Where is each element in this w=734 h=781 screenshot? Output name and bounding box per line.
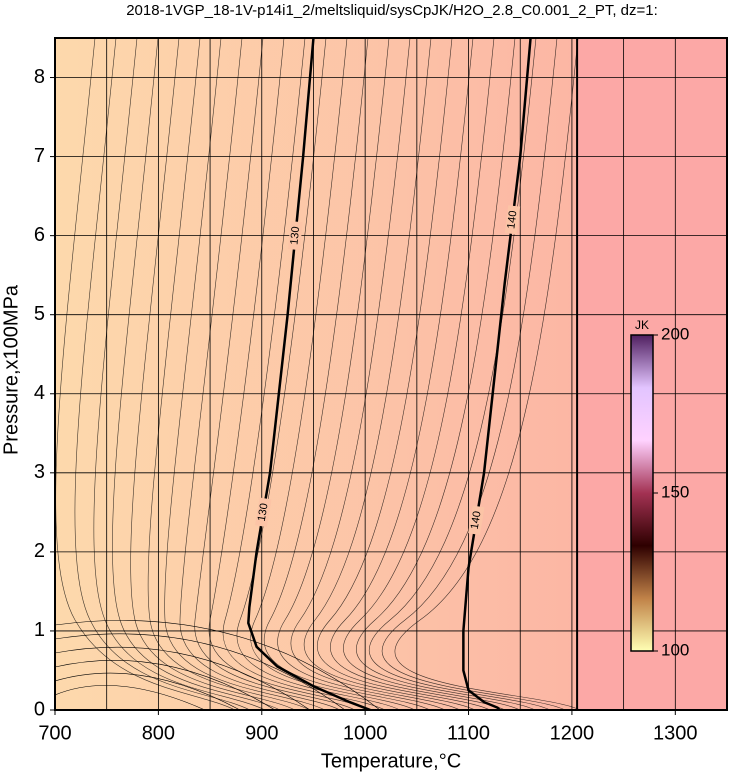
x-tick-label: 800	[142, 722, 175, 744]
thin-contour	[263, 38, 431, 710]
thin-contour	[317, 38, 491, 710]
x-tick-label: 1200	[550, 722, 595, 744]
colorbar-tick-label: 100	[661, 640, 689, 659]
x-tick-label: 1300	[653, 722, 698, 744]
colorbar-tick-label: 200	[661, 324, 689, 343]
plot-frame	[54, 37, 728, 711]
thin-contour	[277, 38, 446, 710]
colorbar-label: JK	[635, 318, 649, 332]
contour-label-bg	[468, 505, 485, 536]
contour-label-bg	[255, 497, 272, 528]
contour-label: 130	[256, 502, 271, 522]
thin-contour	[179, 38, 341, 710]
thin-contour	[55, 38, 236, 710]
thin-contour	[304, 38, 476, 710]
plot-area: 130 130 140 140	[55, 38, 727, 710]
thin-contour	[93, 38, 266, 710]
thin-contour	[130, 38, 296, 710]
thin-contour	[55, 620, 381, 710]
thin-contour	[112, 38, 281, 710]
thin-contour	[250, 38, 416, 710]
y-tick-label: 6	[34, 224, 45, 246]
contour-line	[462, 38, 532, 710]
x-tick-label: 1100	[447, 722, 490, 744]
contour-label: 130	[288, 226, 302, 245]
thin-contour	[343, 38, 521, 710]
x-tick-label: 900	[245, 722, 278, 744]
thin-contour	[194, 38, 356, 710]
x-tick-label: 1000	[343, 722, 388, 744]
y-tick-label: 5	[34, 303, 45, 325]
x-axis-label: Temperature,°C	[321, 750, 461, 772]
thin-contour	[369, 38, 551, 710]
thin-contour	[394, 38, 581, 710]
y-tick-label: 4	[34, 382, 45, 404]
thin-contour	[208, 38, 371, 710]
colorbar	[630, 334, 654, 652]
contour-label: 140	[505, 210, 519, 230]
x-tick-label: 700	[38, 722, 71, 744]
chart-title: 2018-1VGP_18-1V-p14i1_2/meltsliquid/sysC…	[126, 2, 658, 19]
y-tick-label: 3	[34, 461, 45, 483]
contour-label-bg	[504, 205, 521, 235]
thin-contour	[164, 38, 326, 710]
contour-line	[247, 38, 371, 710]
thin-contour	[55, 685, 206, 710]
thin-contour	[330, 38, 506, 710]
thin-contour	[222, 38, 386, 710]
colorbar-tick-label: 150	[661, 482, 689, 501]
y-tick-label: 8	[34, 66, 45, 88]
y-tick-label: 7	[34, 145, 45, 167]
y-axis-label: Pressure,x100MPa	[0, 284, 22, 455]
thin-contour	[55, 672, 241, 710]
thin-contour	[55, 633, 346, 710]
thin-contour	[356, 38, 536, 710]
y-tick-label: 0	[34, 698, 45, 720]
contour-label-bg	[288, 221, 303, 251]
thin-contour	[382, 38, 566, 710]
thin-contour	[290, 38, 461, 710]
y-tick-label: 2	[34, 540, 45, 562]
y-tick-label: 1	[34, 619, 45, 641]
thin-contour	[55, 646, 311, 710]
contour-label: 140	[469, 510, 484, 530]
thin-contour	[55, 660, 276, 710]
thin-contour	[74, 38, 251, 710]
